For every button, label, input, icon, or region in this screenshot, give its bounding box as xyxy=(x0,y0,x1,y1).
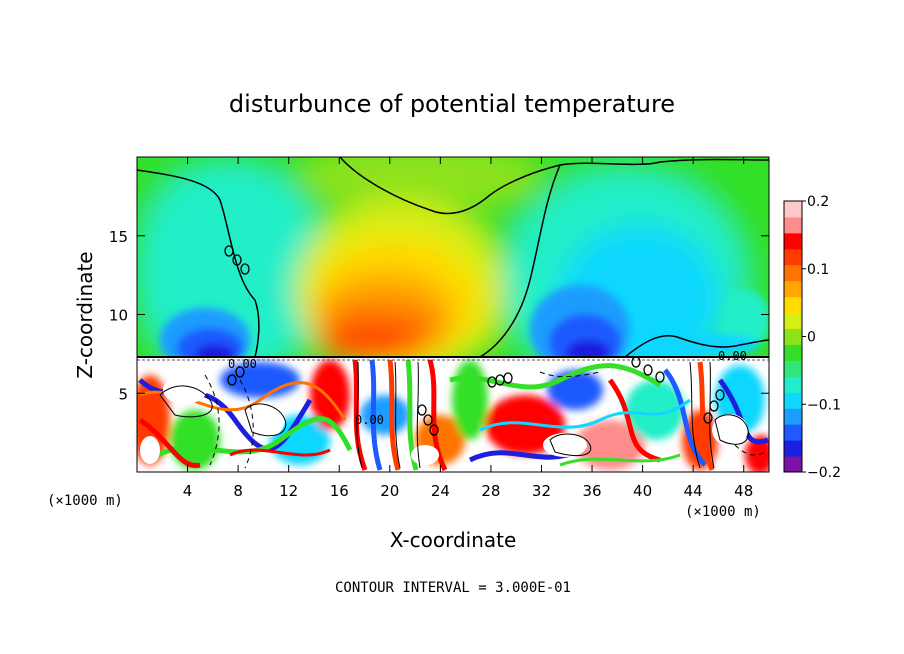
x-tick-label: 44 xyxy=(684,482,703,500)
x-tick-label: 28 xyxy=(481,482,500,500)
x-tick-label: 4 xyxy=(183,482,193,500)
colorbar-ticks: 0.2 0.1 0 −0.1 −0.2 xyxy=(802,194,841,481)
contour-label: 0.00 xyxy=(718,349,747,363)
y-tick-label: 5 xyxy=(118,385,128,403)
y-tick-label: 15 xyxy=(109,228,128,246)
x-unit-right: (×1000 m) xyxy=(685,504,761,520)
colorbar-swatch xyxy=(784,232,802,250)
y-axis-label: Z-coordinate xyxy=(73,251,97,378)
colorbar-tick-label: 0 xyxy=(807,330,816,346)
contour-label: 0.00 xyxy=(228,357,257,371)
chart-title: disturbunce of potential temperature xyxy=(229,90,675,118)
colorbar-swatch xyxy=(784,264,802,282)
colorbar-tick-label: −0.1 xyxy=(807,397,841,413)
colorbar-swatch xyxy=(784,280,802,298)
contour-label: 0.00 xyxy=(355,413,384,427)
colorbar-tick-label: 0.1 xyxy=(807,262,829,278)
colorbar-swatch xyxy=(784,424,802,441)
x-tick-label: 36 xyxy=(582,482,601,500)
heatmap-field: 0.00 0.00 0.00 xyxy=(137,157,769,472)
x-tick-label: 24 xyxy=(431,482,450,500)
x-tick-label: 40 xyxy=(633,482,652,500)
colorbar-swatch xyxy=(784,392,802,409)
x-tick-label: 8 xyxy=(233,482,243,500)
x-unit-left: (×1000 m) xyxy=(47,493,123,509)
colorbar-swatch xyxy=(784,376,802,393)
x-tick-label: 48 xyxy=(734,482,753,500)
colorbar-swatch xyxy=(784,248,802,266)
x-axis-label: X-coordinate xyxy=(390,528,517,552)
colorbar-tick-label: −0.2 xyxy=(807,465,841,481)
colorbar-swatch xyxy=(784,440,802,457)
colorbar-swatch xyxy=(784,360,802,377)
colorbar-swatch xyxy=(784,456,802,473)
colorbar-swatch xyxy=(784,201,802,218)
colorbar-swatch xyxy=(784,296,802,314)
x-tick-label: 12 xyxy=(279,482,298,500)
colorbar-swatch xyxy=(784,328,802,345)
colorbar-tick-label: 0.2 xyxy=(807,194,829,210)
colorbar-swatch xyxy=(784,408,802,425)
colorbar xyxy=(783,200,803,473)
colorbar-swatch xyxy=(784,312,802,330)
x-tick-label: 32 xyxy=(532,482,551,500)
colorbar-swatch xyxy=(784,344,802,361)
y-tick-label: 10 xyxy=(109,307,128,325)
y-axis-ticks: 5 10 15 xyxy=(109,228,769,403)
contour-interval-note: CONTOUR INTERVAL = 3.000E-01 xyxy=(335,580,571,596)
x-tick-label: 20 xyxy=(380,482,399,500)
colorbar-swatch xyxy=(784,216,802,234)
x-axis-ticks: 4 8 12 16 20 24 28 32 36 40 44 48 xyxy=(183,157,753,500)
x-tick-label: 16 xyxy=(330,482,349,500)
